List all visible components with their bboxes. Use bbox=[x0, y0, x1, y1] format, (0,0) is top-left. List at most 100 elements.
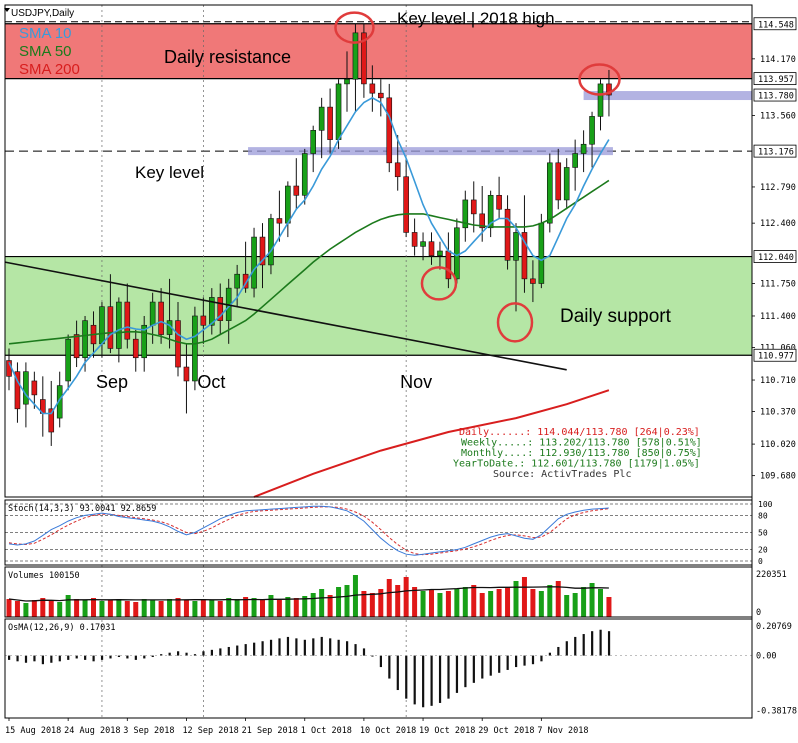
volume-bar bbox=[243, 597, 249, 617]
candle-bear bbox=[276, 218, 283, 224]
volume-bar bbox=[183, 600, 189, 617]
osma-bar bbox=[193, 654, 197, 656]
osma-bar bbox=[337, 639, 340, 656]
candle-bull bbox=[99, 306, 105, 345]
candle-bear bbox=[200, 315, 207, 326]
osma-bar bbox=[160, 654, 163, 656]
candle-bull bbox=[344, 78, 350, 85]
resistance-label: Daily resistance bbox=[164, 47, 291, 67]
volume-bar bbox=[23, 603, 29, 617]
stats-line: Weekly.....: 113.202/113.780 [578|0.51%] bbox=[461, 438, 702, 449]
legend-item: SMA 200 bbox=[19, 61, 80, 78]
volume-bar bbox=[234, 599, 240, 617]
candle-bear bbox=[369, 83, 376, 94]
candlestick-series bbox=[6, 23, 612, 446]
candle-bull bbox=[538, 222, 545, 284]
osma-bar bbox=[371, 655, 374, 657]
candle-bear bbox=[411, 232, 418, 247]
osma-bar bbox=[498, 655, 501, 673]
volume-bar bbox=[116, 599, 122, 617]
stochastic-pane: 100 80 50 20 0 Stoch(14,3,3) 93.0041 92.8659 bbox=[5, 500, 773, 566]
osma-bar bbox=[24, 655, 28, 663]
volume-bar bbox=[462, 587, 468, 617]
osma-bar bbox=[210, 649, 213, 656]
osma-bar bbox=[134, 655, 137, 660]
volume-bar bbox=[386, 579, 392, 617]
osma-bar bbox=[33, 655, 36, 662]
volume-bar bbox=[209, 600, 215, 617]
volume-bar bbox=[226, 598, 232, 617]
date-label: 19 Oct 2018 bbox=[419, 726, 475, 736]
osma-bar bbox=[278, 638, 281, 656]
volume-bar bbox=[217, 601, 223, 617]
price-tick-label: 109.680 bbox=[760, 472, 796, 482]
volume-bar bbox=[445, 591, 451, 617]
volume-bar bbox=[167, 599, 173, 617]
candle-bear bbox=[48, 408, 55, 433]
candle-bull bbox=[546, 162, 553, 224]
volume-bar bbox=[57, 602, 63, 617]
date-label: 3 Sep 2018 bbox=[123, 726, 174, 736]
key-level-highlight-band bbox=[248, 147, 613, 156]
sma-50-line bbox=[8, 179, 610, 345]
volume-axis-max: 220351 bbox=[756, 570, 787, 580]
osma-bar bbox=[591, 631, 594, 656]
candle-bull bbox=[234, 273, 240, 289]
candle-bear bbox=[377, 92, 384, 99]
osma-bar bbox=[599, 629, 602, 656]
candle-bull bbox=[335, 83, 342, 140]
volume-ma-line bbox=[8, 586, 609, 602]
date-label: 12 Sep 2018 bbox=[182, 726, 238, 736]
support-label: Daily support bbox=[560, 306, 672, 327]
candle-bear bbox=[327, 106, 333, 140]
stoch-level-label: 0 bbox=[758, 557, 763, 566]
price-tick-label: 114.170 bbox=[760, 55, 796, 65]
volume-bar bbox=[589, 583, 595, 617]
month-label: Nov bbox=[400, 372, 432, 392]
candle-bear bbox=[445, 250, 452, 280]
stats-line: Source: ActivTrades Plc bbox=[493, 469, 631, 480]
osma-bar bbox=[100, 655, 104, 660]
candle-bull bbox=[301, 153, 308, 196]
osma-bar bbox=[126, 655, 129, 659]
osma-bar bbox=[379, 655, 382, 668]
date-label: 7 Nov 2018 bbox=[537, 726, 588, 736]
stoch-level-label: 100 bbox=[758, 500, 773, 509]
date-label: 24 Aug 2018 bbox=[64, 726, 120, 736]
volume-bar bbox=[521, 577, 527, 617]
osma-bar bbox=[41, 655, 44, 665]
volume-bar bbox=[454, 589, 460, 617]
price-tick-label: 110.370 bbox=[760, 408, 796, 418]
candle-bull bbox=[437, 250, 443, 256]
volume-bar bbox=[6, 599, 12, 617]
sma-10-line bbox=[8, 96, 610, 415]
candle-bull bbox=[65, 338, 71, 382]
volume-bar bbox=[581, 587, 587, 617]
osma-axis-label: -0.38178 bbox=[756, 706, 797, 716]
price-marker-label: 114.548 bbox=[758, 20, 794, 30]
highlight-circle-2 bbox=[420, 266, 458, 301]
price-tick-label: 112.400 bbox=[760, 219, 796, 229]
osma-bar bbox=[58, 655, 61, 662]
volume-bar bbox=[310, 593, 316, 617]
volume-bar bbox=[547, 585, 553, 617]
candle-bull bbox=[352, 32, 359, 80]
volume-bar bbox=[564, 595, 570, 617]
volume-bar bbox=[175, 598, 181, 617]
osma-bar bbox=[540, 655, 543, 662]
price-tick-label: 110.710 bbox=[760, 376, 796, 386]
volume-bar bbox=[395, 585, 401, 617]
osma-bar bbox=[523, 655, 526, 666]
volume-bar bbox=[150, 600, 156, 617]
volume-bar bbox=[251, 598, 257, 617]
volume-bar bbox=[479, 593, 485, 617]
volume-bar bbox=[336, 587, 342, 617]
volume-bar bbox=[200, 599, 206, 617]
volume-bar bbox=[276, 600, 282, 617]
stats-line: Monthly....: 112.930/113.780 [850|0.75%] bbox=[461, 448, 702, 459]
osma-bar bbox=[354, 644, 357, 656]
price-tick-label: 111.060 bbox=[760, 344, 796, 354]
osma-bar bbox=[50, 655, 53, 663]
candle-bear bbox=[479, 213, 486, 229]
